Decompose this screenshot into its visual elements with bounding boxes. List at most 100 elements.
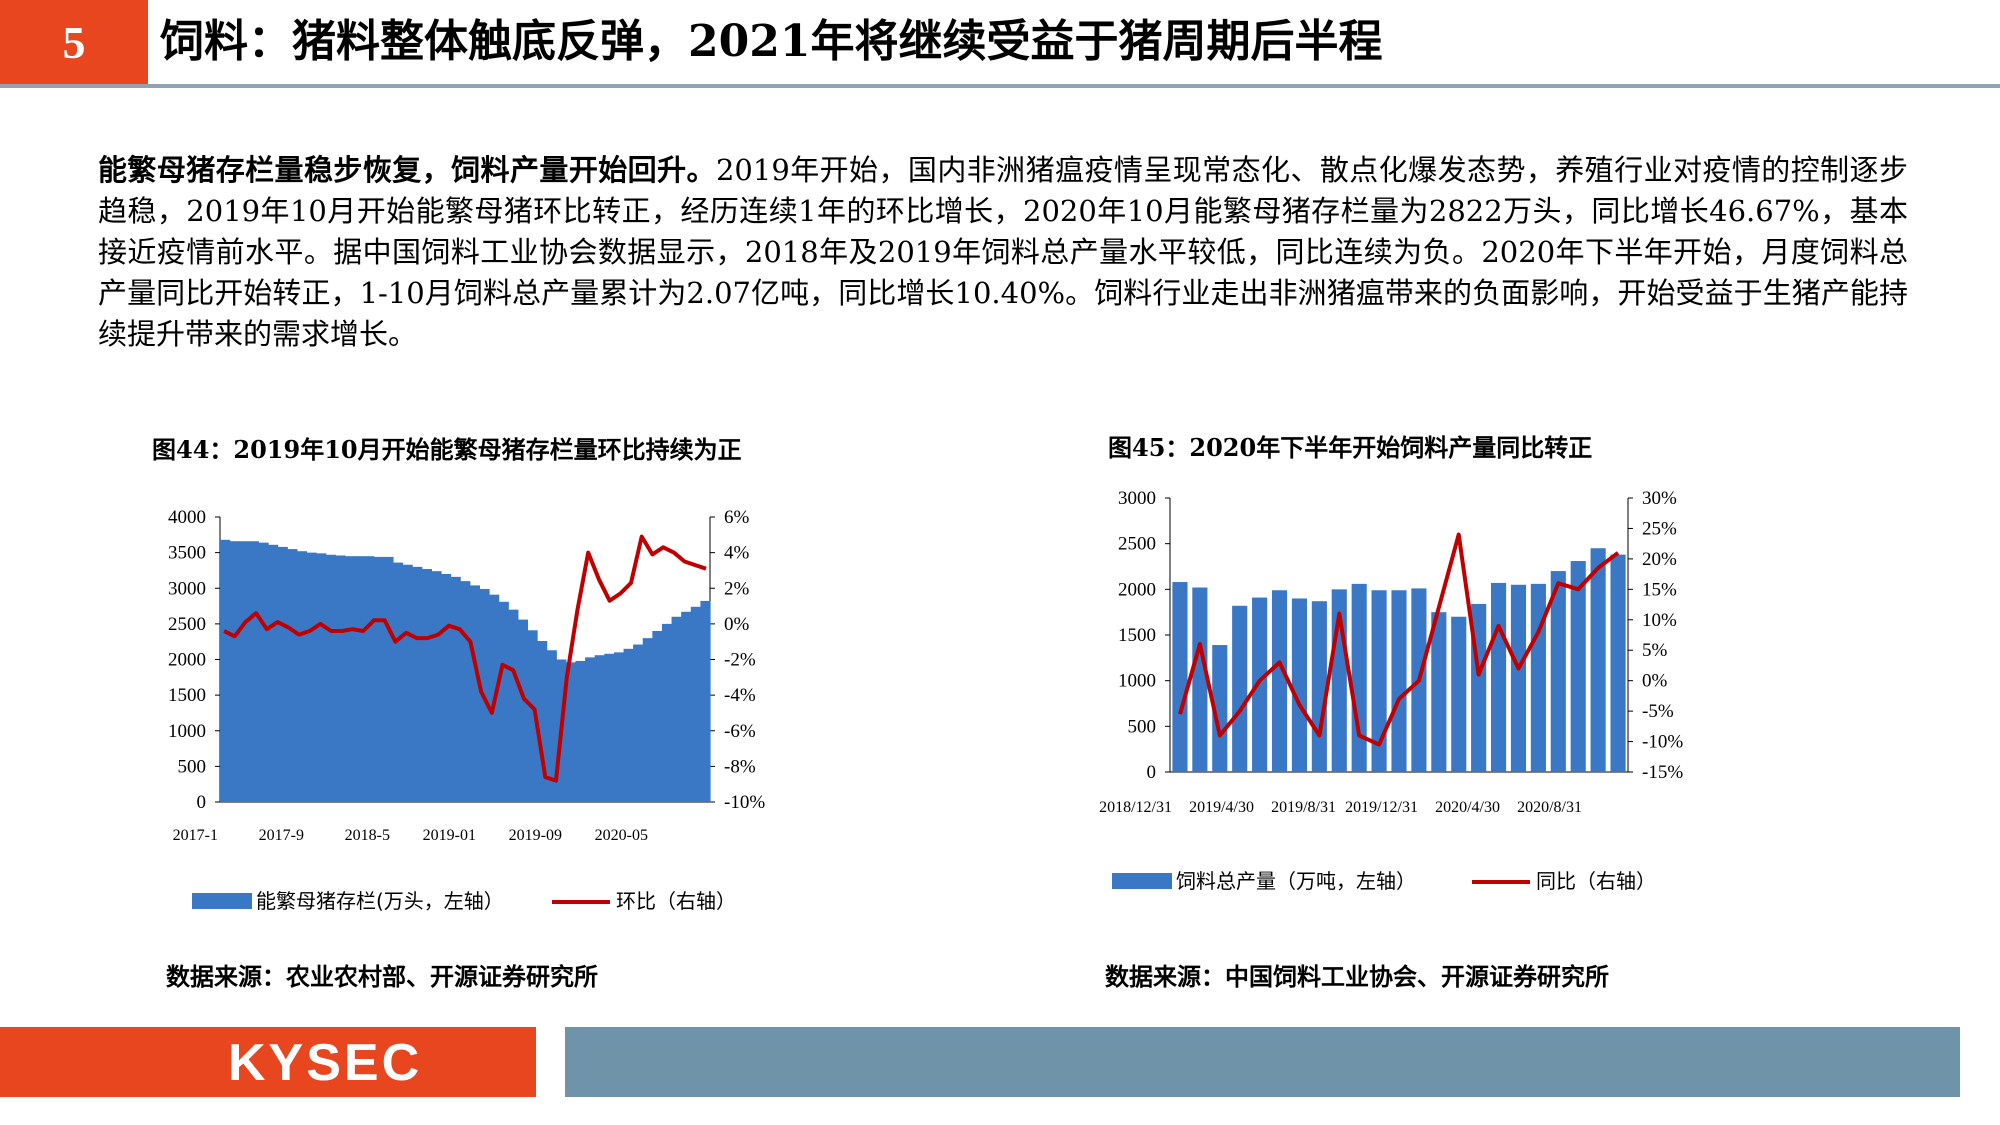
right-tick-label: -10% xyxy=(724,792,765,813)
footer-brand-block xyxy=(0,1027,536,1097)
line-series xyxy=(223,534,707,783)
area-bar xyxy=(604,653,615,802)
right-tick-label: -6% xyxy=(724,721,756,742)
footer-bar xyxy=(565,1027,1960,1097)
left-tick-label: 0 xyxy=(197,792,207,813)
area-bar xyxy=(623,648,634,802)
data-bar xyxy=(1371,590,1387,772)
right-tick-label: 6% xyxy=(724,507,750,528)
left-tick-label: 500 xyxy=(178,756,207,777)
area-bar xyxy=(460,581,471,802)
data-bar xyxy=(1351,583,1367,772)
area-bar xyxy=(613,652,625,802)
data-bar xyxy=(1291,598,1308,772)
x-tick-label: 2019/12/31 xyxy=(1345,799,1418,816)
data-bar xyxy=(1451,616,1467,772)
area-bar xyxy=(392,562,404,802)
data-bar xyxy=(1212,645,1228,772)
chart-45: 3000 2500 2000 1500 1000 500 0 30% 25% 20% 15% 10% 5… xyxy=(1099,488,1683,893)
legend-label: 能繁母猪存栏(万头，左轴） xyxy=(256,889,504,913)
area-bar xyxy=(402,564,413,802)
area-bar xyxy=(296,551,308,802)
area-bar xyxy=(450,576,461,802)
area-bar xyxy=(229,541,240,802)
data-bar xyxy=(1490,582,1507,772)
left-tick-label: 3000 xyxy=(1118,488,1156,509)
area-bar xyxy=(220,539,231,802)
left-tick-label: 3000 xyxy=(168,578,206,599)
area-bar xyxy=(248,541,260,802)
section-number: 5 xyxy=(0,0,148,84)
x-tick-label: 2019-09 xyxy=(509,827,562,844)
legend-label: 饲料总产量（万吨，左轴） xyxy=(1176,869,1416,893)
data-bar xyxy=(1192,587,1208,772)
area-bar xyxy=(652,631,663,802)
body-paragraph: 能繁母猪存栏量稳步恢复，饲料产量开始回升。2019年开始，国内非洲猪瘟疫情呈现常… xyxy=(98,150,1908,355)
brand-logo: KYSEC xyxy=(228,1034,423,1092)
right-tick-label: 2% xyxy=(724,578,750,599)
area-bar xyxy=(239,541,250,802)
figure-44-source: 数据来源：农业农村部、开源证券研究所 xyxy=(166,962,598,991)
area-bar xyxy=(440,574,452,802)
right-tick-label: 15% xyxy=(1642,579,1677,600)
area-bar xyxy=(306,552,317,802)
area-bar xyxy=(537,640,548,802)
area-bar xyxy=(642,638,653,802)
data-bar xyxy=(1391,590,1407,772)
area-bar xyxy=(585,657,596,802)
area-bar xyxy=(344,556,356,802)
area-bar xyxy=(316,553,327,802)
area-bar xyxy=(335,555,346,802)
left-tick-label: 2500 xyxy=(1118,534,1156,555)
left-tick-label: 3500 xyxy=(168,543,206,564)
area-bar xyxy=(258,542,269,802)
right-tick-label: 0% xyxy=(724,614,750,635)
area-bar xyxy=(661,623,673,802)
x-tick-label: 2018-5 xyxy=(345,827,390,844)
x-tick-label: 2020-05 xyxy=(595,827,648,844)
area-bar xyxy=(633,644,644,802)
right-tick-label: 30% xyxy=(1642,488,1677,509)
left-tick-label: 500 xyxy=(1128,716,1157,737)
left-tick-label: 2000 xyxy=(1118,579,1156,600)
left-tick-label: 1500 xyxy=(168,685,206,706)
x-tick-label: 2017-1 xyxy=(173,827,218,844)
left-tick-label: 4000 xyxy=(168,507,206,528)
area-bar xyxy=(383,556,394,802)
header-divider xyxy=(0,84,2000,88)
area-bar xyxy=(325,554,336,802)
right-tick-label: 5% xyxy=(1642,640,1668,661)
area-bar xyxy=(690,606,701,802)
data-bar xyxy=(1431,612,1447,772)
left-tick-label: 1500 xyxy=(1118,625,1156,646)
area-bar xyxy=(527,630,538,802)
right-tick-label: -10% xyxy=(1642,732,1683,753)
area-bar xyxy=(681,611,692,802)
data-bar xyxy=(1610,554,1626,772)
chart-44: 4000 3500 3000 2500 2000 1500 1000 500 0 6% 4% 2% 0%… xyxy=(168,507,765,913)
right-tick-label: 20% xyxy=(1642,549,1677,570)
area-bar xyxy=(412,566,423,802)
area-bar xyxy=(277,546,288,802)
legend-swatch-bar xyxy=(1112,873,1172,889)
area-bar xyxy=(517,619,529,802)
legend-label: 同比（右轴） xyxy=(1536,869,1656,893)
area-bar xyxy=(594,655,605,802)
line-series xyxy=(1178,532,1620,747)
figure-45-title: 图45：2020年下半年开始饲料产量同比转正 xyxy=(1108,433,1593,462)
slide-header: 5 饲料：猪料整体触底反弹，2021年将继续受益于猪周期后半程 xyxy=(0,0,2000,90)
page-title: 饲料：猪料整体触底反弹，2021年将继续受益于猪周期后半程 xyxy=(160,16,1383,67)
data-bar xyxy=(1232,605,1248,772)
left-tick-label: 1000 xyxy=(168,721,206,742)
right-tick-label: -5% xyxy=(1642,701,1674,722)
area-bar xyxy=(498,601,509,802)
x-tick-label: 2019/8/31 xyxy=(1271,799,1336,816)
area-bar xyxy=(469,585,481,802)
data-bar xyxy=(1510,584,1527,772)
body-lead: 能繁母猪存栏量稳步恢复，饲料产量开始回升。 xyxy=(98,153,716,187)
area-bar xyxy=(431,571,442,802)
area-bar xyxy=(421,569,432,802)
left-tick-label: 0 xyxy=(1147,762,1157,783)
legend-label: 环比（右轴） xyxy=(616,889,736,913)
left-tick-label: 1000 xyxy=(1118,671,1156,692)
